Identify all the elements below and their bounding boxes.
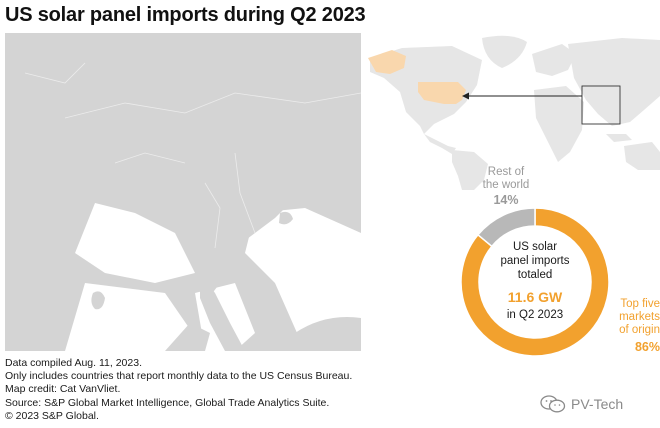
watermark: PV-Tech xyxy=(540,395,623,413)
australia xyxy=(624,142,660,170)
indonesia xyxy=(606,134,632,142)
top-five-label: Top five markets of origin 86% xyxy=(600,298,660,354)
alaska-highlight xyxy=(368,50,406,74)
footnote-source: Source: S&P Global Market Intelligence, … xyxy=(5,396,330,409)
world-inset-map xyxy=(368,35,660,190)
indochina-land xyxy=(180,153,295,303)
rest-label-line1: Rest of xyxy=(487,166,525,178)
sea-area xyxy=(75,203,195,283)
central-america xyxy=(424,134,456,154)
greenland xyxy=(482,35,527,68)
center-period: in Q2 2023 xyxy=(506,309,564,321)
india-land xyxy=(5,118,115,281)
sea-area xyxy=(245,208,361,351)
center-line3: totaled xyxy=(517,269,553,281)
country-border xyxy=(64,92,361,119)
footnote-scope: Only includes countries that report mont… xyxy=(5,370,353,383)
south-america xyxy=(452,150,488,190)
country-border xyxy=(204,182,221,249)
wechat-icon xyxy=(540,395,566,413)
arrow-head xyxy=(462,92,469,100)
malay-peninsula xyxy=(200,273,245,351)
footnote-compiled: Data compiled Aug. 11, 2023. xyxy=(5,357,142,369)
taiwan xyxy=(339,151,348,173)
center-line2: panel imports xyxy=(500,255,570,267)
rest-of-world-label: Rest of the world 14% xyxy=(466,166,546,207)
watermark-text: PV-Tech xyxy=(571,396,624,412)
footnotes: Data compiled Aug. 11, 2023. Only includ… xyxy=(5,357,352,423)
country-border xyxy=(234,152,256,234)
donut-slice-rest xyxy=(476,207,536,248)
region-highlight-box xyxy=(581,85,621,125)
center-line1: US solar xyxy=(512,241,558,253)
sumatra-edge xyxy=(165,323,210,351)
center-value: 11.6 GW xyxy=(507,289,563,305)
rest-percent: 14% xyxy=(493,193,519,207)
hainan xyxy=(279,211,293,225)
footnote-copyright: © 2023 S&P Global. xyxy=(5,409,99,422)
sri-lanka xyxy=(91,291,105,310)
africa xyxy=(534,86,584,162)
footnote-map-credit: Map credit: Cat VanVliet. xyxy=(5,383,121,396)
rest-label-line2: the world xyxy=(482,179,530,191)
borneo-edge xyxy=(290,317,361,351)
donut-center-text: US solar panel imports totaled 11.6 GW i… xyxy=(484,240,586,321)
country-border xyxy=(24,62,86,84)
top-label-line2: markets xyxy=(619,311,660,323)
asia-map xyxy=(5,33,361,351)
top-label-line1: Top five xyxy=(620,298,660,310)
top-label-line3: of origin xyxy=(619,324,660,336)
country-border xyxy=(114,152,186,164)
europe xyxy=(532,44,576,76)
top-percent: 86% xyxy=(634,340,660,354)
donut-slice-top-five xyxy=(460,207,610,357)
asia xyxy=(568,38,660,126)
page-title: US solar panel imports during Q2 2023 xyxy=(5,4,366,26)
donut-chart xyxy=(455,202,615,362)
donut-svg xyxy=(460,207,610,357)
us-highlight xyxy=(418,82,466,104)
